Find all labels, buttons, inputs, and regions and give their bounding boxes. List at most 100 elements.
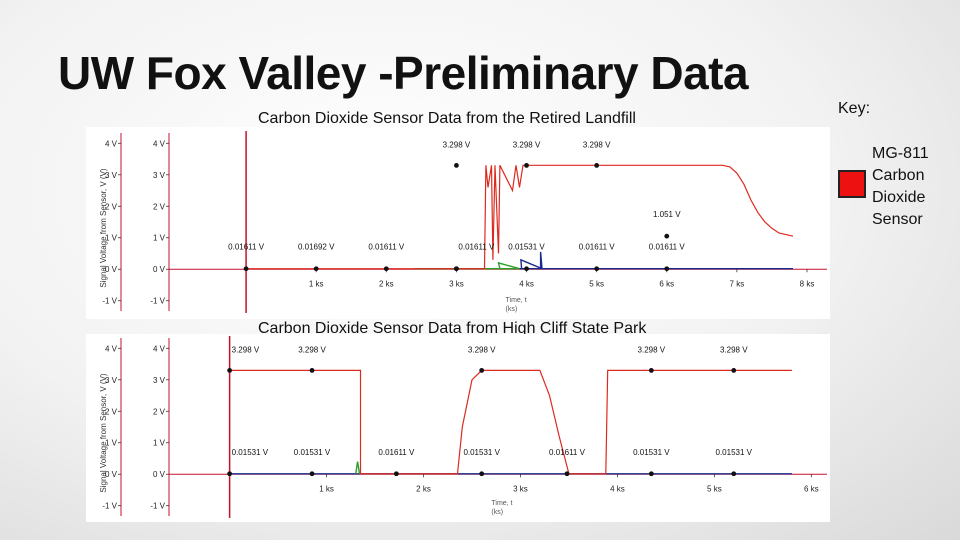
data-label: 0.01611 V [549,448,586,457]
x-tick-label: 2 ks [379,280,394,289]
data-point [393,471,399,477]
data-point [309,367,315,373]
y-tick-label: 4 V [105,344,118,353]
key-label: Key: [838,100,871,117]
data-point [524,162,529,168]
data-label: 0.01692 V [298,243,335,252]
data-point [648,367,654,373]
data-point [479,367,485,373]
data-label: 0.01531 V [716,448,753,457]
key-line: MG-811 [872,145,929,162]
chart-landfill: Signal Voltage from Sensor, V (V) 4 V 3 V 2… [86,127,830,319]
data-label: 3.298 V [638,345,666,354]
key-text: MG-811 Carbon Dioxide Sensor [872,143,929,231]
data-label: 0.01531 V [633,448,670,457]
x-tick-label: 3 ks [449,280,464,289]
data-label: 0.01531 V [508,243,545,252]
data-label: 1.051 V [653,210,681,219]
y-tick-label: 1 V [153,439,166,448]
data-point [313,266,319,272]
chart-highcliff-plot: Signal Voltage from Sensor, V (V) 4 V 3 V 2… [99,336,827,518]
x-tick-label: 2 ks [416,485,431,494]
data-point [594,162,600,168]
x-tick-label: 7 ks [730,280,745,289]
data-point [454,162,459,168]
x-tick-label: 8 ks [800,280,815,289]
y-tick-label: 3 V [153,171,166,180]
data-label: 0.01611 V [579,243,616,252]
y-tick-label: -1 V [150,297,165,306]
data-point [243,266,249,272]
y-tick-label: -1 V [102,502,117,511]
x-axis-label-unit: (ks) [491,509,503,516]
data-label: 3.298 V [583,140,611,149]
data-label: 3.298 V [298,345,326,354]
data-point [664,266,670,272]
data-point [524,266,529,272]
x-axis-label: Time, t [506,297,527,304]
y-tick-label: 2 V [105,202,118,211]
y-tick-label: -1 V [150,502,165,511]
y-tick-label: 3 V [105,376,118,385]
key-line: Sensor [872,211,923,228]
data-label: 3.298 V [232,345,260,354]
chart-landfill-plot: Signal Voltage from Sensor, V (V) 4 V 3 V 2… [99,131,827,313]
data-point [648,471,654,477]
data-label: 3.298 V [468,345,496,354]
x-tick-label: 6 ks [659,280,674,289]
data-label: 3.298 V [513,140,541,149]
x-axis-label-unit: (ks) [506,306,518,313]
data-point [227,367,233,373]
y-axis-label: Signal Voltage from Sensor, V (V) [99,168,108,288]
data-label: 0.01611 V [368,243,405,252]
chart-title-landfill: Carbon Dioxide Sensor Data from the Reti… [258,110,636,127]
data-label: 0.01611 V [378,448,415,457]
series-line [229,369,792,475]
y-tick-label: 3 V [153,376,166,385]
series-line [246,164,794,270]
x-tick-label: 4 ks [610,485,625,494]
y-tick-label: 0 V [153,470,166,479]
y-tick-label: 0 V [105,265,118,274]
y-tick-label: 0 V [105,470,118,479]
series-line [414,261,520,270]
y-tick-label: 1 V [153,234,166,243]
x-tick-label: 1 ks [309,280,324,289]
data-label: 0.01611 V [228,243,265,252]
y-tick-label: 3 V [105,171,118,180]
chart-title-highcliff: Carbon Dioxide Sensor Data from High Cli… [258,320,647,337]
y-tick-label: 4 V [153,344,166,353]
data-label: 3.298 V [443,140,471,149]
data-point [227,471,233,477]
key-line: Carbon [872,167,925,184]
data-label: 0.01531 V [232,448,269,457]
y-tick-label: 2 V [105,407,118,416]
x-tick-label: 5 ks [589,280,604,289]
data-point [479,471,485,477]
data-label: 0.01531 V [294,448,331,457]
series-line [355,461,361,474]
y-tick-label: 1 V [105,234,118,243]
data-point [309,471,315,477]
data-point [564,471,570,477]
y-tick-label: 0 V [153,265,166,274]
data-label: 0.01611 V [458,243,495,252]
key-swatch [838,170,866,198]
slide-title: UW Fox Valley -Preliminary Data [58,47,749,99]
chart-highcliff: Signal Voltage from Sensor, V (V) 4 V 3 V 2… [86,334,830,522]
data-point [454,266,459,272]
x-tick-label: 3 ks [513,485,528,494]
y-tick-label: 1 V [105,439,118,448]
data-point [383,266,389,272]
data-label: 0.01611 V [649,243,686,252]
data-point [664,233,670,239]
data-point [731,367,737,373]
x-axis-label: Time, t [491,500,512,507]
key-line: Dioxide [872,189,926,206]
y-tick-label: 2 V [153,202,166,211]
data-point [731,471,737,477]
x-tick-label: 6 ks [804,485,819,494]
y-tick-label: 4 V [105,139,118,148]
series-line [519,251,793,270]
data-label: 3.298 V [720,345,748,354]
